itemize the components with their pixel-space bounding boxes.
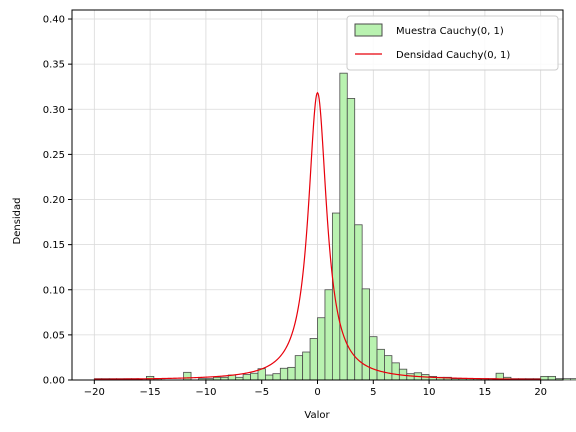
- legend-line-label: Densidad Cauchy(0, 1): [396, 50, 510, 61]
- x-tick-label: 15: [479, 387, 492, 398]
- histogram-bar: [570, 378, 576, 381]
- histogram-bar: [250, 372, 259, 381]
- density-line: [94, 91, 541, 380]
- histogram-bar: [294, 355, 304, 381]
- y-tick-label: 0.20: [43, 195, 65, 206]
- histogram-bar: [346, 98, 356, 381]
- histogram-bars: [93, 72, 576, 381]
- y-axis-ticks: 0.00 0.05 0.10 0.15 0.20 0.25 0.30 0.35 0.40: [43, 15, 72, 387]
- x-tick-label: 5: [370, 387, 376, 398]
- y-tick-label: 0.30: [43, 105, 65, 116]
- y-tick-label: 0.00: [43, 376, 65, 387]
- y-tick-label: 0.15: [43, 240, 65, 251]
- y-tick-label: 0.25: [43, 150, 65, 161]
- grid: [72, 10, 563, 381]
- histogram-bar: [242, 374, 251, 381]
- histogram-bar: [279, 367, 289, 381]
- y-tick-label: 0.40: [43, 15, 65, 26]
- histogram-bar: [317, 317, 326, 381]
- legend-box: [346, 15, 559, 71]
- histogram-bar: [369, 336, 378, 381]
- x-tick-label: −15: [140, 387, 161, 398]
- x-tick-label: 10: [423, 387, 436, 398]
- legend-hist-swatch: [354, 23, 383, 37]
- y-tick-label: 0.35: [43, 60, 65, 71]
- histogram-bar: [183, 371, 192, 381]
- histogram-bar: [562, 378, 571, 381]
- histogram-bar: [265, 374, 274, 381]
- y-axis-title: Densidad: [12, 197, 23, 244]
- y-tick-label: 0.05: [43, 330, 65, 341]
- x-axis-title: Valor: [304, 410, 330, 421]
- x-tick-label: −5: [254, 387, 269, 398]
- histogram-bar: [309, 338, 318, 381]
- density-line-layer: [94, 91, 541, 380]
- histogram-bar: [324, 289, 333, 381]
- histogram-bar: [287, 366, 296, 381]
- histogram-bar: [384, 355, 393, 381]
- legend-hist-label: Muestra Cauchy(0, 1): [396, 26, 504, 37]
- x-tick-label: 0: [314, 387, 320, 398]
- histogram-bar: [331, 212, 341, 381]
- histogram-bar: [547, 375, 556, 381]
- x-tick-label: 20: [534, 387, 547, 398]
- x-tick-label: −20: [84, 387, 105, 398]
- histogram-bar: [406, 373, 415, 381]
- x-axis-ticks: −20 −15 −10 −5 0 5 10 15 20: [84, 380, 547, 398]
- histogram-bar: [391, 362, 400, 381]
- legend: Muestra Cauchy(0, 1) Densidad Cauchy(0, …: [346, 15, 559, 71]
- x-tick-label: −10: [195, 387, 216, 398]
- histogram-bar: [302, 351, 311, 381]
- y-tick-label: 0.10: [43, 285, 65, 296]
- histogram-bar: [540, 375, 549, 381]
- histogram-bar: [376, 348, 385, 381]
- histogram-bar: [272, 373, 281, 381]
